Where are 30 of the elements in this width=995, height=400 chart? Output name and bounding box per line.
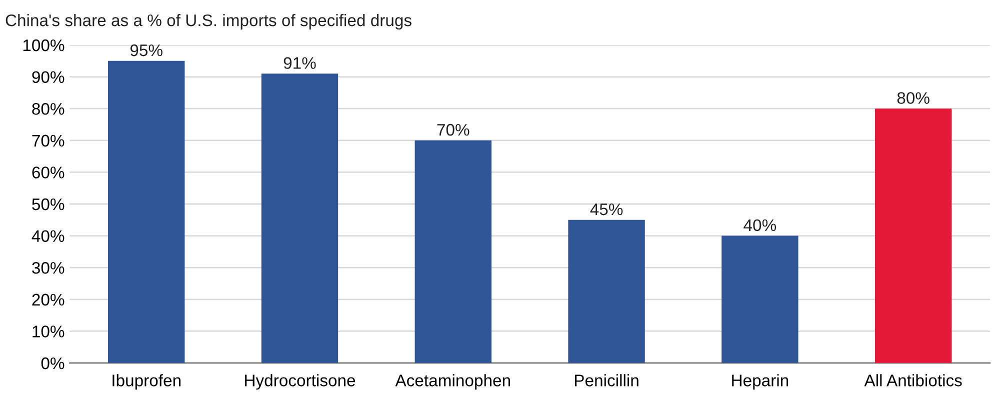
- y-tick-label: 20%: [32, 294, 64, 306]
- y-tick-label: 10%: [32, 326, 64, 338]
- bar: [722, 236, 798, 363]
- y-tick-label: 50%: [32, 198, 64, 210]
- data-label: 95%: [130, 44, 162, 56]
- data-label: 91%: [284, 57, 316, 69]
- x-tick-label: Ibuprofen: [112, 374, 180, 390]
- y-tick-label: 30%: [32, 262, 64, 274]
- data-label: 70%: [437, 124, 470, 136]
- y-tick-label: 80%: [32, 103, 64, 115]
- x-tick-label: Heparin: [732, 374, 788, 390]
- y-tick-label: 60%: [32, 166, 64, 178]
- y-tick-label: 40%: [32, 230, 64, 242]
- bar: [108, 60, 185, 363]
- y-tick-label: 90%: [32, 71, 64, 84]
- y-tick-label: 100%: [23, 39, 64, 52]
- y-tick-label: 70%: [32, 134, 64, 147]
- chart-title: China's share as a % of U.S. imports of specified drugs: [6, 14, 412, 30]
- data-label: 40%: [744, 219, 776, 232]
- x-tick-label: Penicillin: [575, 374, 638, 386]
- data-label: 80%: [897, 92, 930, 104]
- data-label: 45%: [590, 203, 623, 216]
- x-tick-label: Hydrocortisone: [245, 374, 356, 390]
- x-tick-label: All Antibiotics: [864, 374, 962, 386]
- y-tick-label: 0%: [41, 357, 64, 370]
- bar: [874, 108, 952, 363]
- bar: [261, 74, 338, 363]
- x-tick-label: Acetaminophen: [395, 374, 510, 390]
- bar: [414, 140, 492, 363]
- bar: [568, 220, 645, 363]
